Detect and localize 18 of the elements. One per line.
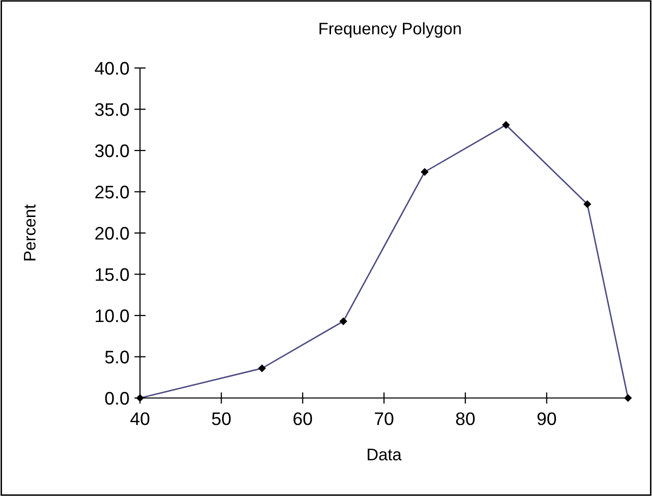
x-tick-label: 70 [374, 412, 394, 426]
y-tick-label: 5.0 [105, 350, 129, 364]
x-tick-label: 80 [456, 412, 475, 426]
y-axis-title: Percent [24, 204, 36, 260]
x-tick-label: 40 [130, 412, 150, 426]
x-tick-label: 50 [212, 412, 231, 426]
y-tick-label: 40.0 [94, 62, 129, 75]
chart-title: Frequency Polygon [320, 22, 461, 38]
y-tick-label: 15.0 [96, 268, 129, 281]
x-tick-label: 90 [537, 412, 556, 426]
y-tick-label: 10.0 [96, 309, 129, 322]
x-tick-label: 60 [294, 412, 312, 426]
y-tick-label: 20.0 [95, 226, 129, 240]
y-tick-label: 0.0 [105, 392, 129, 405]
y-tick-label: 25.0 [95, 186, 129, 198]
x-axis-title: Data [368, 448, 402, 460]
y-tick-label: 30.0 [95, 144, 129, 158]
y-tick-label: 35.0 [95, 103, 129, 116]
